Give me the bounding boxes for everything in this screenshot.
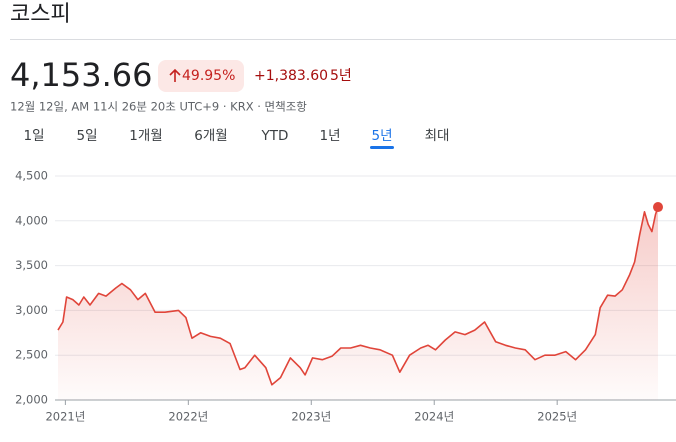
x-tick-label: 2024년: [414, 410, 454, 424]
change-badge: [158, 60, 244, 92]
range-tab[interactable]: 1년: [319, 128, 340, 144]
x-tick-label: 2021년: [45, 410, 85, 424]
chart: 2,000 2,500 3,000 3,500 4,000 4,500 2021년 2022년…: [15, 169, 676, 424]
y-tick-label: 3,000: [15, 303, 48, 317]
last-point: [653, 202, 663, 213]
range-tabs: 1일 5일 1개월 6개월 YTD 1년 5년 최대: [23, 128, 449, 149]
range-tab[interactable]: 1일: [23, 128, 44, 144]
up-arrow: [169, 68, 181, 82]
price: 4,153.66: [10, 56, 153, 94]
y-tick-label: 3,500: [15, 258, 48, 272]
line: [57, 206, 659, 386]
timestamp: 12월 12일, AM 11시 26분 20초 UTC+9 · KRX · 면책…: [10, 100, 307, 114]
tab-underline: [370, 146, 394, 149]
x-tick-label: 2022년: [168, 410, 208, 424]
change-percent: 49.95%: [182, 68, 235, 84]
range-tab[interactable]: 5년: [371, 128, 392, 144]
area: [58, 207, 658, 400]
x-tick-label: 2023년: [291, 410, 331, 424]
range-tab[interactable]: 6개월: [194, 128, 227, 144]
change-period: 5년: [330, 68, 352, 84]
y-tick-label: 2,000: [15, 393, 48, 407]
range-tab[interactable]: 1개월: [129, 128, 162, 144]
x-tick-label: 2025년: [537, 410, 577, 424]
range-tab[interactable]: 최대: [425, 128, 450, 144]
y-tick-label: 4,000: [15, 213, 48, 227]
change-amount: +1,383.60: [254, 68, 328, 84]
y-tick-label: 2,500: [15, 348, 48, 362]
y-tick-label: 4,500: [15, 169, 48, 183]
range-tab[interactable]: YTD: [261, 128, 289, 144]
title: 코스피: [10, 2, 71, 27]
range-tab[interactable]: 5일: [76, 128, 97, 144]
